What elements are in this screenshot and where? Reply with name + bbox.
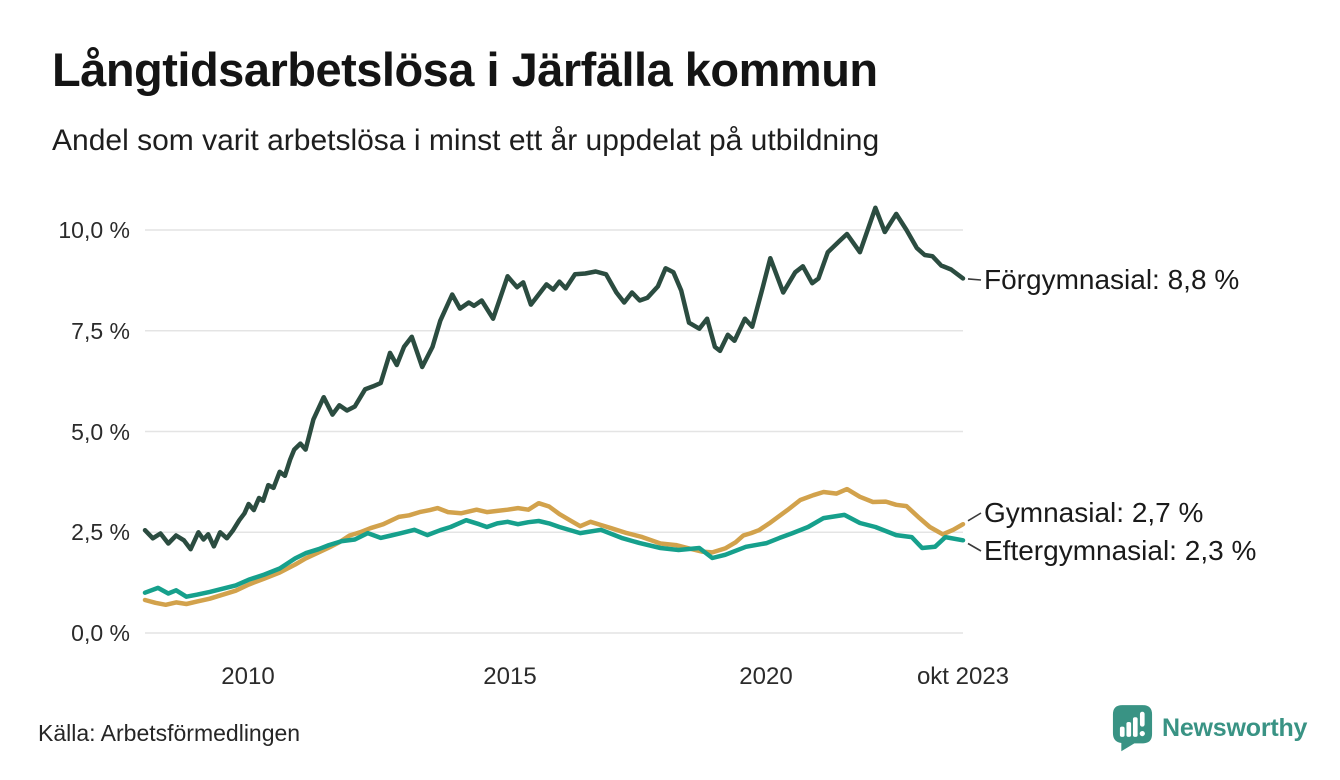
- label-connector: [967, 542, 982, 552]
- x-axis-tick-label: 2015: [483, 663, 537, 690]
- y-axis-tick-label: 10,0 %: [58, 217, 130, 243]
- x-axis-tick-label: okt 2023: [916, 663, 1010, 690]
- series-label-gymnasial: Gymnasial: 2,7 %: [984, 497, 1204, 528]
- newsworthy-logo-text: Newsworthy: [1162, 713, 1308, 742]
- page-title: Långtidsarbetslösa i Järfälla kommun: [52, 43, 878, 96]
- newsworthy-logo-icon: [1112, 705, 1153, 752]
- series-line-gymnasial: [142, 486, 966, 608]
- y-axis-tick-label: 5,0 %: [71, 419, 130, 445]
- label-connector: [967, 512, 982, 522]
- x-axis-tick-label: 2010: [221, 663, 275, 690]
- y-axis-tick-label: 7,5 %: [71, 318, 130, 344]
- y-axis-tick-label: 2,5 %: [71, 519, 130, 545]
- label-connector: [967, 278, 982, 281]
- series-line-eftergymnasial: [142, 512, 966, 599]
- y-axis-tick-label: 0,0 %: [71, 620, 130, 646]
- x-axis-tick-label: 2020: [739, 663, 793, 690]
- series-label-eftergymnasial: Eftergymnasial: 2,3 %: [984, 535, 1257, 566]
- source-note: Källa: Arbetsförmedlingen: [38, 720, 301, 746]
- page-subtitle: Andel som varit arbetslösa i minst ett å…: [52, 124, 880, 157]
- series-line-förgymnasial: [142, 205, 966, 552]
- newsworthy-logo: Newsworthy: [1112, 704, 1307, 752]
- series-label-forgymnasial: Förgymnasial: 8,8 %: [984, 264, 1240, 295]
